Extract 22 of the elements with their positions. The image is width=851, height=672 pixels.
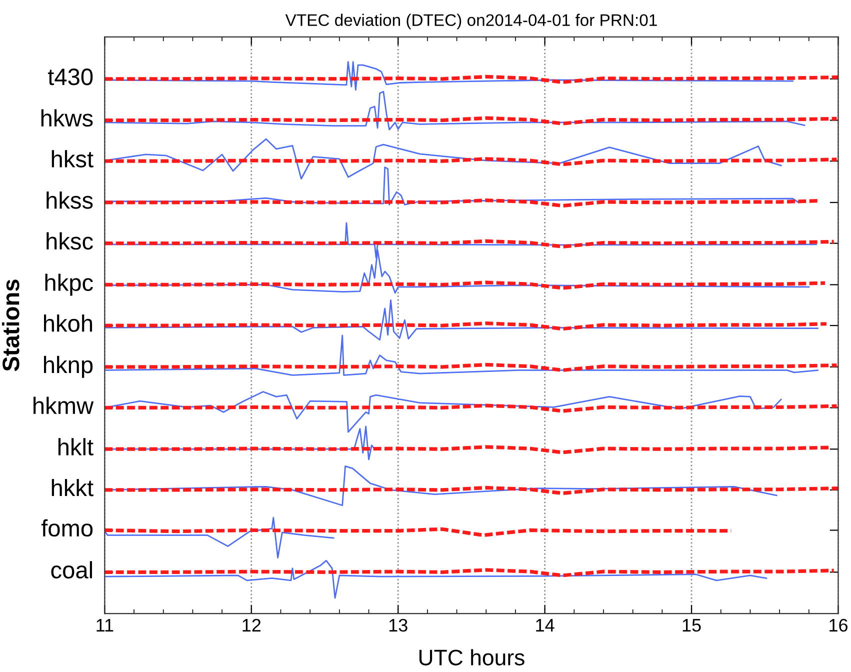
series-label: hknp bbox=[44, 356, 93, 378]
series-label: coal bbox=[51, 561, 92, 578]
series-label: hkoh bbox=[44, 314, 92, 332]
x-tick-label: 12 bbox=[242, 618, 261, 632]
series-label: hkss bbox=[46, 191, 93, 209]
series-label: hkws bbox=[41, 109, 93, 127]
series-label: hklt bbox=[58, 438, 94, 456]
chart-title: VTEC deviation (DTEC) on2014-04-01 for PRN:01 bbox=[285, 14, 657, 30]
x-tick-label: 16 bbox=[830, 618, 848, 632]
x-tick-label: 15 bbox=[682, 619, 701, 632]
series-label: fomo bbox=[41, 519, 93, 537]
x-axis-title: UTC hours bbox=[419, 649, 524, 666]
x-tick-label: 11 bbox=[96, 619, 114, 632]
x-tick-label: 13 bbox=[389, 618, 408, 632]
series-label: hkkt bbox=[52, 478, 94, 496]
x-tick-label: 14 bbox=[536, 619, 554, 632]
series-label: hkmw bbox=[34, 396, 94, 414]
series-label: hkst bbox=[52, 150, 94, 168]
series-label: hksc bbox=[46, 232, 93, 250]
series-label: hkpc bbox=[45, 274, 93, 296]
series-label: t430 bbox=[48, 68, 93, 86]
y-axis-title: Stations bbox=[2, 280, 20, 372]
